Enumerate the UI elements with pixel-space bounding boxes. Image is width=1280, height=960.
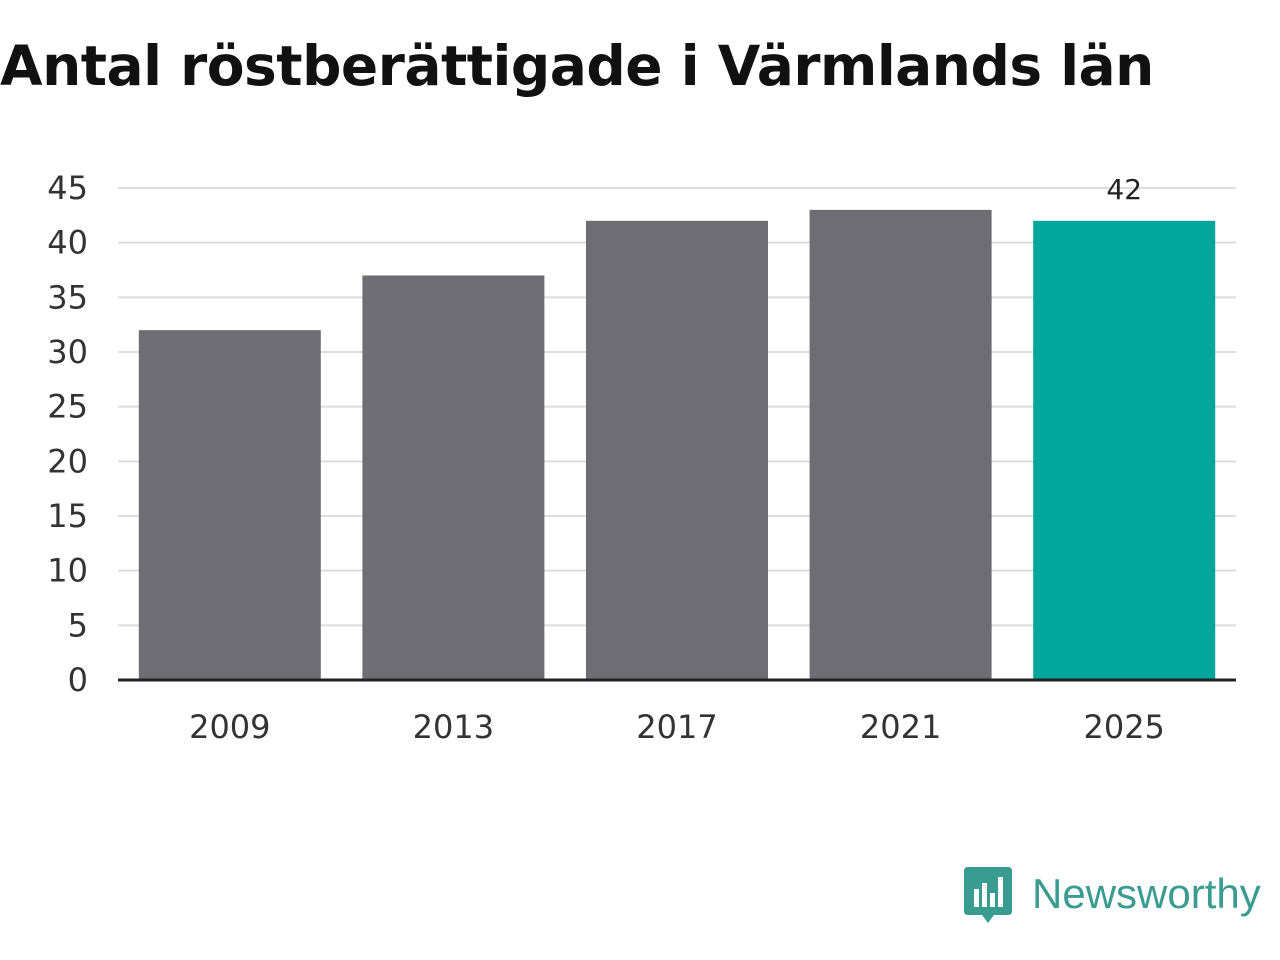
x-tick-label: 2021 [860, 708, 941, 746]
newsworthy-logo-icon [964, 867, 1012, 923]
y-tick-label: 10 [47, 552, 88, 590]
y-tick-label: 0 [68, 661, 88, 699]
y-tick-label: 40 [47, 224, 88, 262]
bar-2025 [1033, 220, 1216, 681]
y-tick-label: 5 [68, 606, 88, 644]
y-axis-ticks: 0 5 10 15 20 25 30 35 40 45 [47, 169, 88, 699]
bars [138, 209, 1216, 681]
x-tick-label: 2009 [189, 708, 270, 746]
x-axis-ticks: 2009 2013 2017 2021 2025 [189, 708, 1165, 746]
bar-2017 [586, 220, 768, 681]
y-tick-label: 30 [47, 333, 88, 371]
data-label: 42 [1106, 173, 1142, 206]
y-tick-label: 15 [47, 497, 88, 535]
chart-title: Antal röstberättigade i Värmlands län [0, 34, 1154, 98]
y-tick-label: 45 [47, 169, 88, 207]
x-tick-label: 2017 [636, 708, 717, 746]
y-tick-label: 25 [47, 388, 88, 426]
x-tick-label: 2025 [1083, 708, 1164, 746]
y-tick-label: 35 [47, 278, 88, 316]
bar-2009 [138, 330, 321, 680]
y-tick-label: 20 [47, 442, 88, 480]
bar-2021 [809, 209, 992, 680]
x-tick-label: 2013 [413, 708, 494, 746]
brand-name: Newsworthy [1032, 870, 1261, 917]
brand-logo: Newsworthy [962, 862, 1261, 926]
data-labels: 42 [1106, 173, 1142, 206]
bar-2013 [362, 275, 545, 680]
